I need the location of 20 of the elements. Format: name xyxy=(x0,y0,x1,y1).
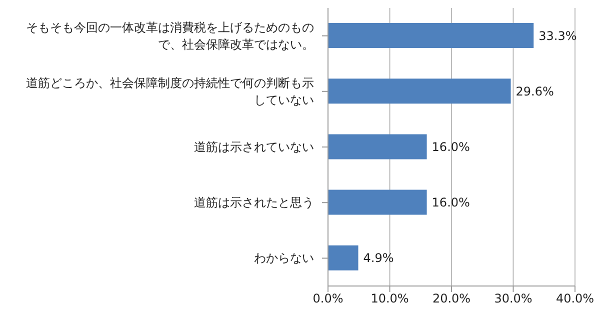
bar xyxy=(328,190,427,215)
bar xyxy=(328,134,427,160)
y-tick-label: そもそも今回の一体改革は消費税を上げるためのもので、社会保障改革ではない。 xyxy=(26,20,314,52)
data-label: 16.0% xyxy=(432,196,470,210)
x-tick-label: 30.0% xyxy=(494,292,532,306)
data-label: 16.0% xyxy=(432,140,470,154)
bar xyxy=(328,245,358,270)
x-tick-label: 10.0% xyxy=(370,292,409,306)
y-tick-label: 道筋は示されていない xyxy=(194,140,314,154)
data-label: 33.3% xyxy=(538,28,577,43)
bar xyxy=(328,23,534,48)
y-tick-label: わからない xyxy=(254,251,314,266)
bar xyxy=(328,78,511,104)
y-tick-label: 道筋は示されたと思う xyxy=(194,196,314,210)
data-label: 29.6% xyxy=(516,84,554,98)
data-label: 4.9% xyxy=(363,251,394,266)
x-tick-label: 40.0% xyxy=(556,292,594,306)
x-tick-label: 0.0% xyxy=(312,292,344,306)
y-tick-label: 道筋どころか、社会保障制度の持続性で何の判断も示していない xyxy=(26,76,314,107)
x-tick-label: 20.0% xyxy=(432,292,471,306)
